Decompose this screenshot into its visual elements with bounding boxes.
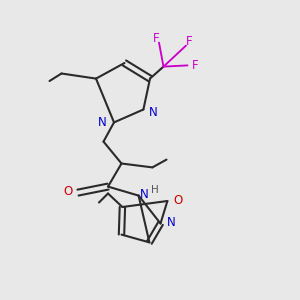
Text: N: N (149, 106, 158, 119)
Text: N: N (140, 188, 149, 201)
Text: O: O (63, 184, 73, 198)
Text: F: F (186, 34, 192, 48)
Text: H: H (151, 185, 159, 195)
Text: N: N (98, 116, 106, 129)
Text: N: N (167, 215, 175, 229)
Text: F: F (192, 59, 199, 72)
Text: O: O (173, 194, 183, 208)
Text: F: F (153, 32, 160, 45)
